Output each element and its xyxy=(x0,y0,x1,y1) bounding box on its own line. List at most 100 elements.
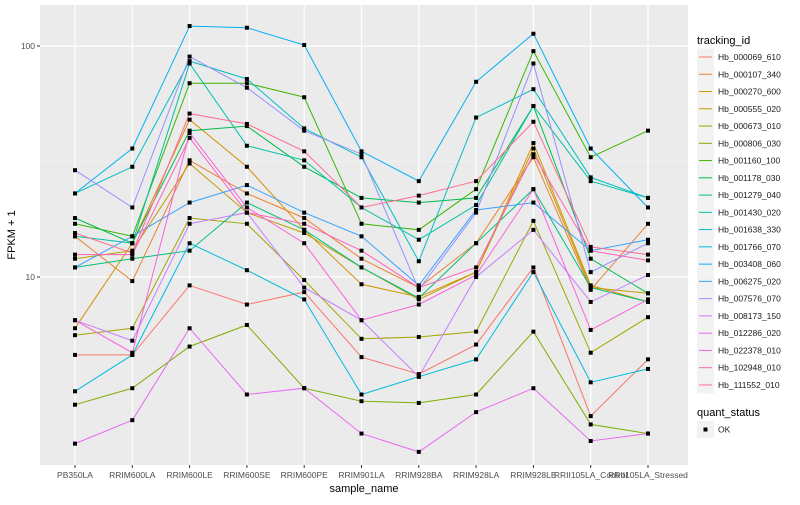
data-point xyxy=(244,183,249,188)
data-point xyxy=(416,283,421,288)
data-point xyxy=(244,121,249,126)
data-point xyxy=(416,287,421,292)
x-tick-label: RRIM901LA xyxy=(338,470,385,480)
data-point xyxy=(416,296,421,301)
data-point xyxy=(130,248,135,253)
data-point xyxy=(474,270,479,275)
legend-item: Hb_000270_600 xyxy=(697,83,781,101)
data-point xyxy=(302,386,307,391)
data-point xyxy=(130,386,135,391)
x-tick-label: RRIM928BA xyxy=(395,470,443,480)
legend-label: Hb_001279_040 xyxy=(718,190,781,200)
y-axis-title: FPKM + 1 xyxy=(6,210,18,259)
series-points xyxy=(73,24,650,454)
data-point xyxy=(302,231,307,236)
data-point xyxy=(474,115,479,120)
data-point xyxy=(244,200,249,205)
legend-label: Hb_001430_020 xyxy=(718,207,781,217)
data-point xyxy=(359,195,364,200)
legend-item: Hb_111552_010 xyxy=(697,376,780,394)
legend-item: Hb_006275_020 xyxy=(697,272,781,290)
data-point xyxy=(73,389,77,394)
legend-shape-title: quant_status xyxy=(697,407,760,419)
legend-label: Hb_007576_070 xyxy=(718,294,781,304)
data-point xyxy=(416,193,421,198)
data-point xyxy=(73,265,77,270)
data-point xyxy=(474,202,479,207)
data-point xyxy=(302,158,307,163)
legend-label: Hb_000673_010 xyxy=(718,121,781,131)
data-point xyxy=(130,146,135,151)
data-point xyxy=(588,244,593,249)
data-point xyxy=(187,135,192,140)
legend-item: Hb_000107_340 xyxy=(697,65,781,83)
data-point xyxy=(130,352,135,357)
data-point xyxy=(187,326,192,331)
data-point xyxy=(73,252,77,257)
data-point xyxy=(531,227,536,232)
data-point xyxy=(130,350,135,355)
data-point xyxy=(73,256,77,261)
data-point xyxy=(130,279,135,284)
data-point xyxy=(531,103,536,108)
data-point xyxy=(588,256,593,261)
data-point xyxy=(646,252,650,257)
data-point xyxy=(73,221,77,226)
data-point xyxy=(474,273,479,278)
data-point xyxy=(187,241,192,246)
data-point xyxy=(359,221,364,226)
legend-item: Hb_000806_030 xyxy=(697,134,781,152)
data-point xyxy=(302,297,307,302)
data-point xyxy=(302,241,307,246)
data-point xyxy=(531,329,536,334)
legend-title: tracking_id xyxy=(697,35,750,47)
data-point xyxy=(531,155,536,160)
data-point xyxy=(416,237,421,242)
legend-label: Hb_000270_600 xyxy=(718,87,781,97)
data-point xyxy=(474,79,479,84)
data-point xyxy=(588,380,593,385)
data-point xyxy=(244,143,249,148)
data-point xyxy=(130,338,135,343)
legend-item: Hb_008173_150 xyxy=(697,307,781,325)
data-point xyxy=(531,31,536,36)
legend-label: Hb_012286_020 xyxy=(718,328,781,338)
data-point xyxy=(588,146,593,151)
data-point xyxy=(302,43,307,48)
data-point xyxy=(302,149,307,154)
data-point xyxy=(531,141,536,146)
data-point xyxy=(73,318,77,323)
data-point xyxy=(646,366,650,371)
x-tick-label: RRIM600LA xyxy=(109,470,156,480)
data-point xyxy=(302,285,307,290)
data-point xyxy=(244,124,249,129)
data-point xyxy=(531,218,536,223)
data-point xyxy=(73,231,77,236)
x-tick-label: RRIM600PE xyxy=(281,470,329,480)
legend-label: Hb_022378_010 xyxy=(718,345,781,355)
y-tick-label: 100 xyxy=(21,41,35,51)
data-point xyxy=(646,297,650,302)
data-point xyxy=(244,268,249,273)
data-point xyxy=(359,248,364,253)
legend-label: Hb_000555_020 xyxy=(718,104,781,114)
legend-label: Hb_000107_340 xyxy=(718,69,781,79)
data-point xyxy=(187,128,192,133)
data-point xyxy=(73,191,77,196)
data-point xyxy=(302,216,307,221)
data-point xyxy=(73,333,77,338)
x-axis-title: sample_name xyxy=(329,483,398,495)
data-point xyxy=(187,131,192,136)
data-point xyxy=(474,329,479,334)
data-point xyxy=(474,342,479,347)
data-point xyxy=(302,128,307,133)
data-point xyxy=(187,216,192,221)
data-point xyxy=(646,237,650,242)
x-tick-label: PB350LA xyxy=(57,470,93,480)
data-point xyxy=(588,283,593,288)
data-point xyxy=(646,128,650,133)
data-point xyxy=(359,234,364,239)
data-point xyxy=(130,326,135,331)
data-point xyxy=(244,322,249,327)
